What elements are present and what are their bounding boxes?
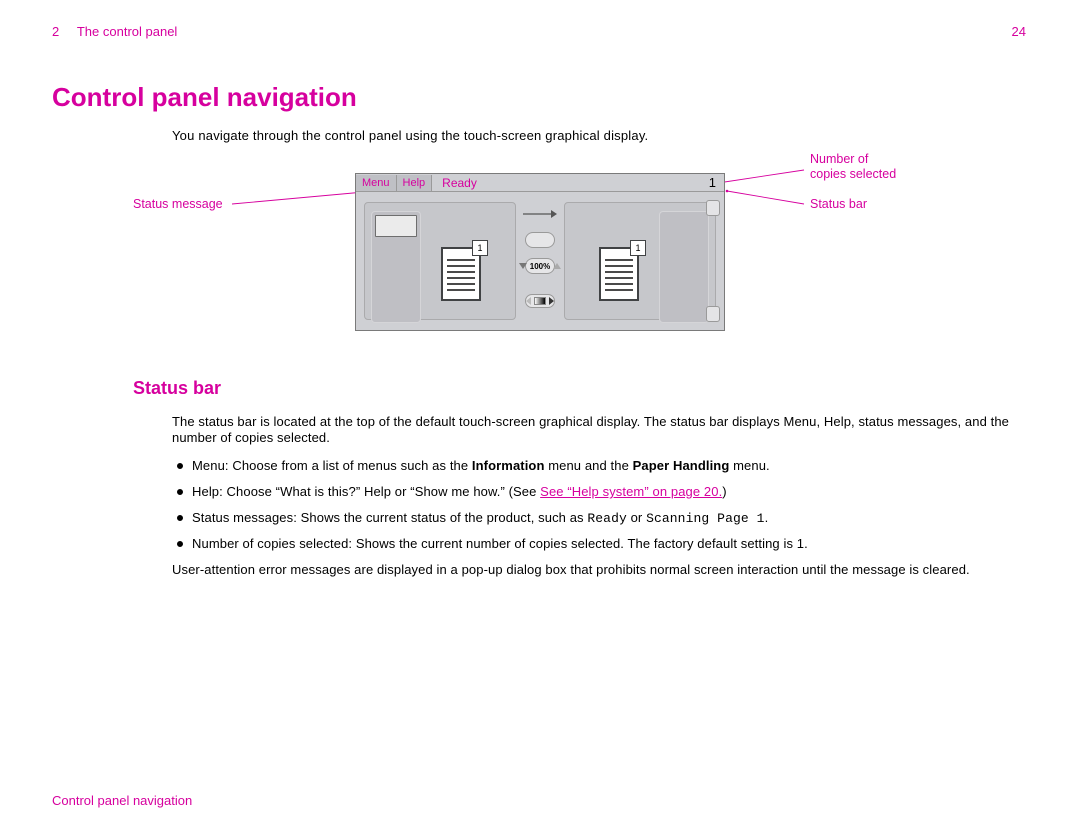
zoom-value: 100%: [530, 262, 550, 271]
original-document-icon: 1: [441, 247, 481, 301]
bullet-help-text-1: Help: Choose “What is this?” Help or “Sh…: [192, 484, 540, 499]
arrow-right-icon: [523, 206, 557, 218]
annotation-copies-l1: Number of: [810, 152, 868, 168]
copy-zone[interactable]: 1: [564, 202, 716, 320]
bullet-status-text-3: .: [765, 510, 769, 525]
zoom-up-icon[interactable]: [553, 263, 561, 269]
bullet-status-text-1: Status messages: Shows the current statu…: [192, 510, 587, 525]
intro-paragraph: You navigate through the control panel u…: [172, 128, 1026, 143]
bullet-copies-text: Number of copies selected: Shows the cur…: [192, 536, 808, 551]
bullet-icon: [177, 463, 183, 469]
middle-controls: 100%: [523, 198, 557, 324]
footer-title: Control panel navigation: [52, 793, 192, 808]
panel-body: 1 100%: [356, 192, 724, 330]
capsule-upper[interactable]: [525, 232, 555, 248]
brightness-down-icon[interactable]: [526, 297, 531, 305]
brightness-bar: [534, 297, 546, 305]
touch-panel: Menu Help Ready 1 1: [355, 173, 725, 331]
status-code-ready: Ready: [587, 511, 627, 526]
original-zone[interactable]: 1: [364, 202, 516, 320]
chapter-number: 2: [52, 24, 59, 39]
bullet-status-text-2: or: [627, 510, 646, 525]
heading-status-bar: Status bar: [133, 378, 221, 399]
bullet-status: Status messages: Shows the current statu…: [192, 510, 1026, 527]
status-bar: Menu Help Ready 1: [356, 174, 724, 192]
page-number: 24: [1012, 24, 1026, 39]
side-button-bottom[interactable]: [706, 306, 720, 322]
bullet-menu: Menu: Choose from a list of menus such a…: [192, 458, 1026, 474]
bullet-menu-text-3: menu.: [729, 458, 769, 473]
statusbar-paragraph-1: The status bar is located at the top of …: [172, 414, 1026, 447]
zoom-control[interactable]: 100%: [525, 258, 555, 274]
help-button[interactable]: Help: [397, 175, 433, 191]
status-message-text: Ready: [442, 176, 477, 190]
help-system-link[interactable]: See “Help system” on page 20.: [540, 484, 722, 499]
bullet-menu-bold-2: Paper Handling: [633, 458, 730, 473]
tray-slot-icon: [375, 215, 417, 237]
copy-count-badge: 1: [630, 240, 646, 256]
bullet-menu-text-1: Menu: Choose from a list of menus such a…: [192, 458, 472, 473]
status-code-scanning: Scanning Page 1: [646, 511, 765, 526]
bullet-copies: Number of copies selected: Shows the cur…: [192, 536, 1026, 552]
zoom-down-icon[interactable]: [519, 263, 527, 269]
original-count-badge: 1: [472, 240, 488, 256]
brightness-up-icon[interactable]: [549, 297, 554, 305]
page-header: 2 The control panel 24: [52, 24, 1026, 39]
annotation-status-message: Status message: [133, 197, 223, 213]
copy-document-icon: 1: [599, 247, 639, 301]
output-tray: [659, 211, 709, 323]
bullet-icon: [177, 515, 183, 521]
menu-button[interactable]: Menu: [356, 175, 397, 191]
copies-count: 1: [709, 175, 716, 190]
input-tray: [371, 211, 421, 323]
bullet-menu-text-2: menu and the: [545, 458, 633, 473]
statusbar-paragraph-2: User-attention error messages are displa…: [172, 562, 1026, 578]
bullet-icon: [177, 541, 183, 547]
side-button-top[interactable]: [706, 200, 720, 216]
bullet-icon: [177, 489, 183, 495]
heading-main: Control panel navigation: [52, 82, 357, 113]
bullet-help: Help: Choose “What is this?” Help or “Sh…: [192, 484, 1026, 500]
annotation-copies-l2: copies selected: [810, 167, 896, 183]
bullet-help-text-2: ): [722, 484, 726, 499]
brightness-control[interactable]: [525, 294, 555, 308]
annotation-status-bar: Status bar: [810, 197, 867, 213]
chapter-title: The control panel: [77, 24, 177, 39]
bullet-menu-bold-1: Information: [472, 458, 545, 473]
